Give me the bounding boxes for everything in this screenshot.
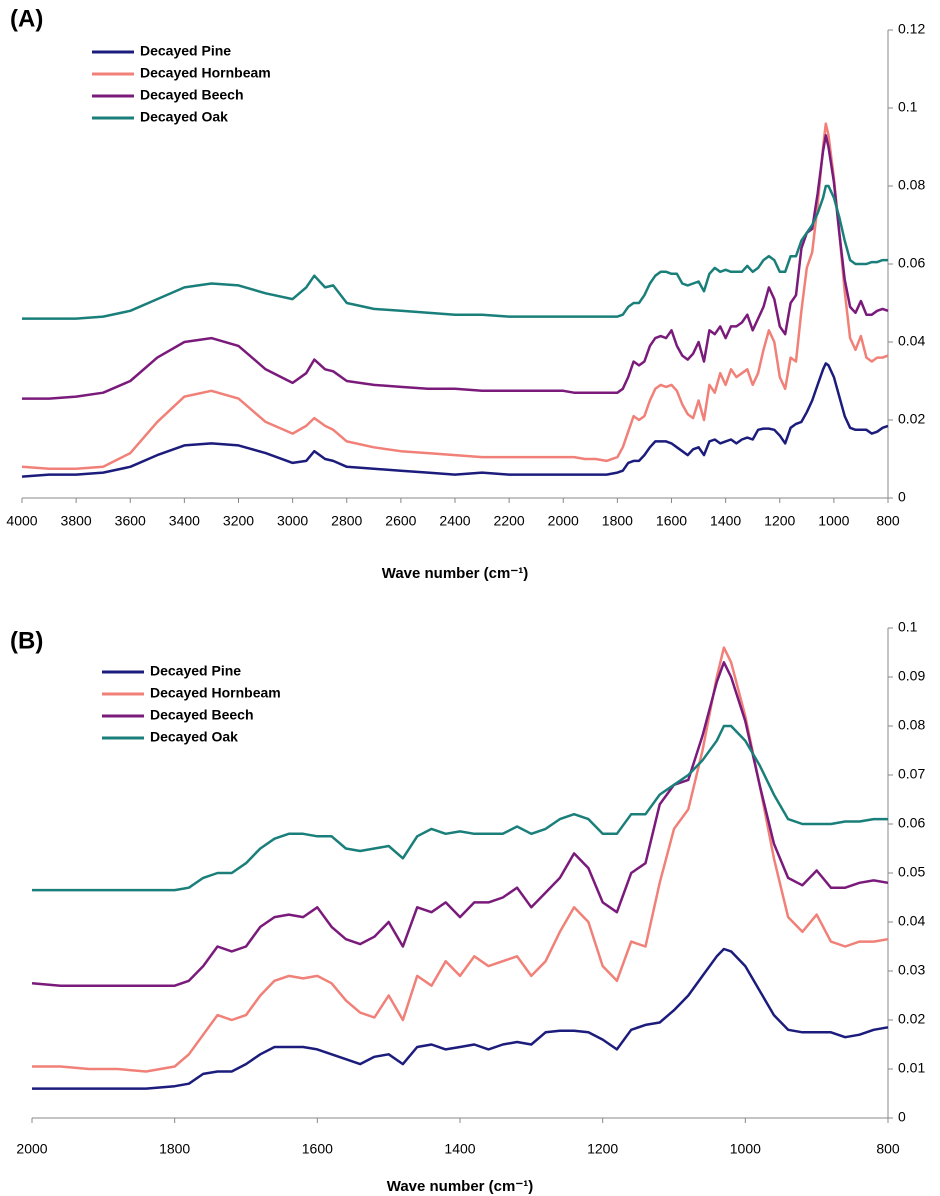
- panel-title: (A): [10, 5, 43, 32]
- legend-label: Decayed Oak: [150, 729, 238, 745]
- legend-label: Decayed Hornbeam: [150, 685, 281, 701]
- x-tick-label: 1400: [710, 513, 741, 529]
- y-tick-label: 0.02: [898, 411, 925, 427]
- y-tick-label: 0.1: [898, 619, 918, 635]
- legend-label: Decayed Pine: [140, 43, 231, 59]
- x-tick-label: 1200: [764, 513, 795, 529]
- y-tick-label: 0.1: [898, 99, 918, 115]
- y-tick-label: 0.06: [898, 815, 925, 831]
- x-tick-label: 2200: [494, 513, 525, 529]
- legend-label: Decayed Oak: [140, 109, 228, 125]
- y-tick-label: 0.09: [898, 668, 925, 684]
- x-tick-label: 2000: [16, 1141, 47, 1157]
- x-tick-label: 2800: [331, 513, 362, 529]
- y-tick-label: 0.04: [898, 913, 925, 929]
- x-tick-label: 2000: [548, 513, 579, 529]
- y-tick-label: 0.12: [898, 21, 925, 37]
- y-tick-label: 0.04: [898, 333, 925, 349]
- x-tick-label: 2600: [385, 513, 416, 529]
- y-tick-label: 0.03: [898, 962, 925, 978]
- x-tick-label: 800: [876, 1141, 900, 1157]
- panel-title: (B): [10, 627, 43, 654]
- legend-label: Decayed Beech: [140, 87, 244, 103]
- series-line: [22, 134, 889, 400]
- x-tick-label: 800: [876, 513, 900, 529]
- series-line: [31, 661, 889, 987]
- y-tick-label: 0.06: [898, 255, 925, 271]
- x-axis-label: Wave number (cm⁻¹): [382, 565, 529, 582]
- y-tick-label: 0.07: [898, 766, 925, 782]
- x-tick-label: 3000: [277, 513, 308, 529]
- chart-panel: (B) 0 0.01 0.02 0.03 0.04 0.05 0.06 0.07 0.08 0.09…: [10, 619, 925, 1195]
- legend-label: Decayed Beech: [150, 707, 254, 723]
- x-tick-label: 1000: [818, 513, 849, 529]
- x-tick-label: 4000: [6, 513, 37, 529]
- y-tick-label: 0.08: [898, 177, 925, 193]
- x-tick-label: 3200: [223, 513, 254, 529]
- x-tick-label: 2400: [439, 513, 470, 529]
- legend-label: Decayed Hornbeam: [140, 65, 271, 81]
- x-tick-label: 3800: [61, 513, 92, 529]
- y-tick-label: 0: [898, 1109, 906, 1125]
- series-line: [21, 122, 889, 471]
- x-tick-label: 1600: [302, 1141, 333, 1157]
- x-tick-label: 1800: [159, 1141, 190, 1157]
- x-tick-label: 1800: [602, 513, 633, 529]
- y-tick-label: 0: [898, 489, 906, 505]
- y-tick-label: 0.01: [898, 1060, 925, 1076]
- y-tick-label: 0.08: [898, 717, 925, 733]
- x-tick-label: 1600: [656, 513, 687, 529]
- x-tick-label: 1200: [587, 1141, 618, 1157]
- series-line: [21, 362, 889, 478]
- x-tick-label: 3600: [115, 513, 146, 529]
- series-line: [32, 724, 888, 892]
- y-tick-label: 0.02: [898, 1011, 925, 1027]
- x-axis-label: Wave number (cm⁻¹): [387, 1178, 534, 1195]
- series-line: [22, 184, 888, 320]
- x-tick-label: 3400: [169, 513, 200, 529]
- series-line: [32, 947, 889, 1090]
- legend-label: Decayed Pine: [150, 663, 241, 679]
- y-tick-label: 0.05: [898, 864, 925, 880]
- x-tick-label: 1400: [444, 1141, 475, 1157]
- chart-panel: (A) 0 0.02 0.04 0.06 0.08 0.1 0.12 4000 3800 3600 3…: [6, 5, 925, 582]
- x-tick-label: 1000: [730, 1141, 761, 1157]
